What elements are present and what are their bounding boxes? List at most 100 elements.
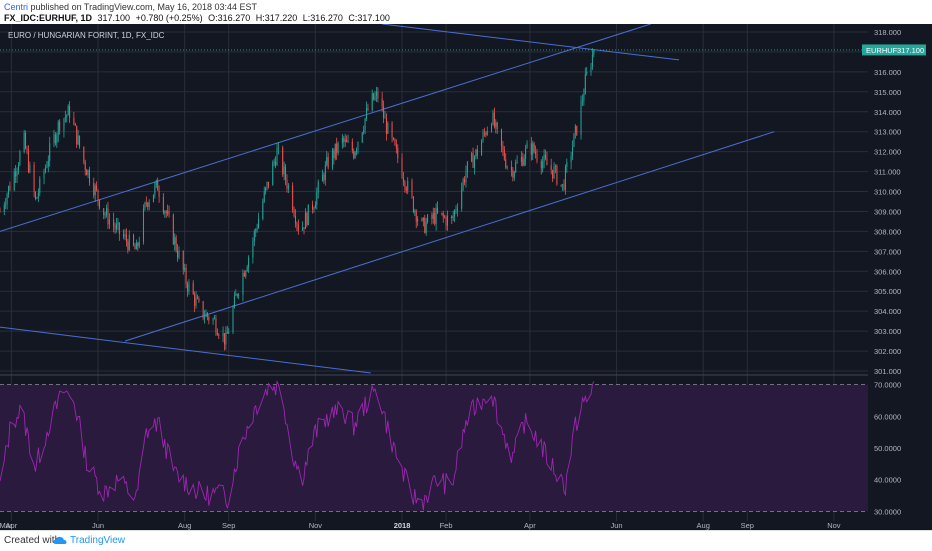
rsi-band-fill <box>0 384 868 512</box>
candle-body <box>593 49 595 55</box>
candle-body <box>422 217 424 221</box>
candle-body <box>346 139 348 143</box>
candle-body <box>47 160 49 167</box>
candle-body <box>195 297 197 306</box>
chart-svg[interactable]: 318.000317.000316.000315.000314.000313.0… <box>0 23 932 532</box>
candle-body <box>144 202 146 209</box>
candle-body <box>540 160 542 169</box>
candle-body <box>364 118 366 130</box>
candle-body <box>13 171 15 191</box>
candle-body <box>323 174 325 181</box>
candle-body <box>296 223 298 225</box>
chart-area[interactable]: 318.000317.000316.000315.000314.000313.0… <box>0 23 932 532</box>
candle-body <box>214 318 216 320</box>
candle-body <box>573 133 575 147</box>
candle-body <box>63 118 65 131</box>
rsi-line <box>0 379 595 511</box>
candle-body <box>138 241 140 247</box>
candle-body <box>5 204 7 205</box>
candle-body <box>276 148 278 166</box>
candle-body <box>49 143 51 161</box>
candle-body <box>513 171 515 178</box>
candle-body <box>412 196 414 212</box>
candle-body <box>246 267 248 272</box>
time-tick-label: Nov <box>309 521 323 530</box>
candle-body <box>495 122 497 127</box>
candle-body <box>393 137 395 140</box>
close-value: C:317.100 <box>348 13 390 23</box>
candle-body <box>395 145 397 148</box>
trendline[interactable] <box>0 23 651 232</box>
candle-body <box>133 234 135 246</box>
candle-body <box>19 151 21 165</box>
candle-body <box>263 191 265 202</box>
candle-body <box>402 177 404 182</box>
price-tick-label: 313.000 <box>874 128 901 137</box>
trendline[interactable] <box>0 326 371 374</box>
trendline[interactable] <box>382 23 680 61</box>
candle-body <box>316 192 318 205</box>
candle-body <box>492 112 494 125</box>
candle-body <box>303 227 305 230</box>
candle-body <box>97 189 99 200</box>
time-tick-label: Aug <box>178 521 191 530</box>
candle-body <box>354 152 356 158</box>
candle-body <box>204 316 206 318</box>
candle-body <box>535 151 537 155</box>
candle-body <box>374 95 376 100</box>
candle-body <box>373 93 375 100</box>
candle-body <box>343 138 345 142</box>
candle-body <box>552 169 554 178</box>
candle-body <box>347 141 349 143</box>
candle-body <box>23 132 25 152</box>
candle-body <box>37 193 39 198</box>
candle-body <box>206 313 208 317</box>
candle-body <box>287 185 289 189</box>
candle-body <box>387 123 389 134</box>
candle-body <box>503 149 505 160</box>
candle-body <box>486 130 488 135</box>
candle-body <box>98 199 100 209</box>
candle-body <box>33 164 35 193</box>
candle-body <box>216 332 218 336</box>
candle-body <box>404 181 406 189</box>
candle-body <box>384 117 386 119</box>
candle-body <box>475 149 477 158</box>
candle-body <box>375 91 377 96</box>
candle-body <box>103 208 105 215</box>
candle-body <box>15 171 17 177</box>
candle-body <box>245 271 247 277</box>
candle-body <box>485 132 487 135</box>
candle-body <box>550 165 552 170</box>
candle-body <box>586 72 588 75</box>
candle-body <box>313 208 315 210</box>
candle-body <box>16 170 18 177</box>
rsi-tick-label: 40.0000 <box>874 476 901 485</box>
candle-body <box>336 143 338 153</box>
candle-body <box>69 106 71 118</box>
candle-body <box>324 164 326 181</box>
candle-body <box>500 129 502 147</box>
candle-body <box>351 141 353 151</box>
tradingview-logo[interactable]: TradingView <box>53 535 125 546</box>
candle-body <box>441 212 443 214</box>
candle-body <box>516 161 518 164</box>
candle-body <box>73 117 75 124</box>
candle-body <box>26 148 28 152</box>
candle-body <box>526 143 528 149</box>
candle-body <box>363 129 365 133</box>
footer: Created with TradingView <box>0 530 932 551</box>
candle-body <box>482 132 484 142</box>
last-price: 317.100 <box>97 13 131 23</box>
candle-body <box>294 215 296 224</box>
candle-body <box>118 222 120 235</box>
author-link[interactable]: Centri <box>4 2 29 12</box>
candle-body <box>115 224 117 229</box>
candle-body <box>56 135 58 144</box>
candle-body <box>134 245 136 250</box>
candle-body <box>434 213 436 224</box>
candle-body <box>481 141 483 156</box>
candle-body <box>168 211 170 215</box>
candle-body <box>454 210 456 217</box>
candle-body <box>155 180 157 186</box>
